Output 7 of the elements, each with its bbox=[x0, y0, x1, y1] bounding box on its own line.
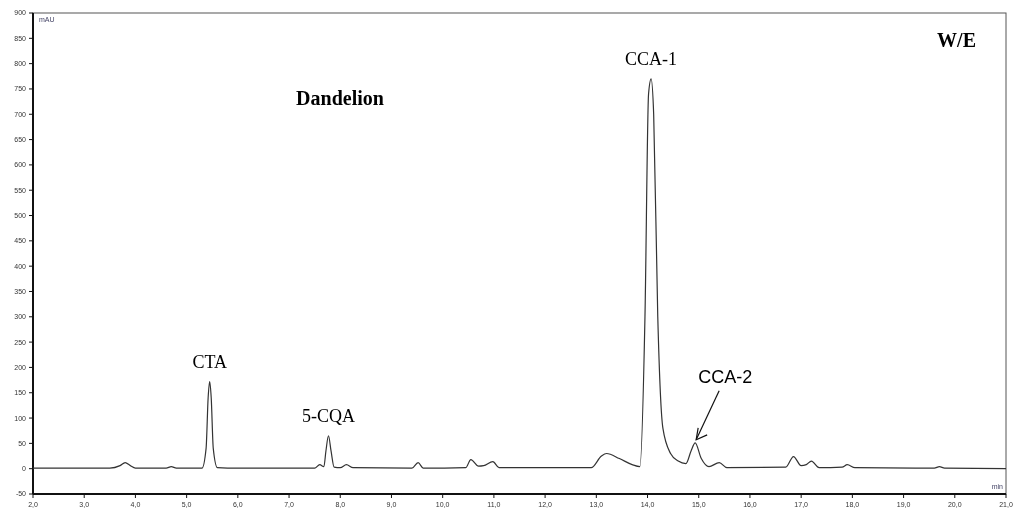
text: W/E bbox=[937, 29, 976, 51]
annotation: CTA bbox=[192, 351, 227, 372]
text: Dandelion bbox=[296, 87, 384, 109]
annotation: CCA-2 bbox=[698, 366, 753, 387]
annotation: CCA-1 bbox=[625, 48, 678, 69]
line-series bbox=[32, 78, 1007, 470]
annotation: 5-CQA bbox=[301, 405, 355, 426]
